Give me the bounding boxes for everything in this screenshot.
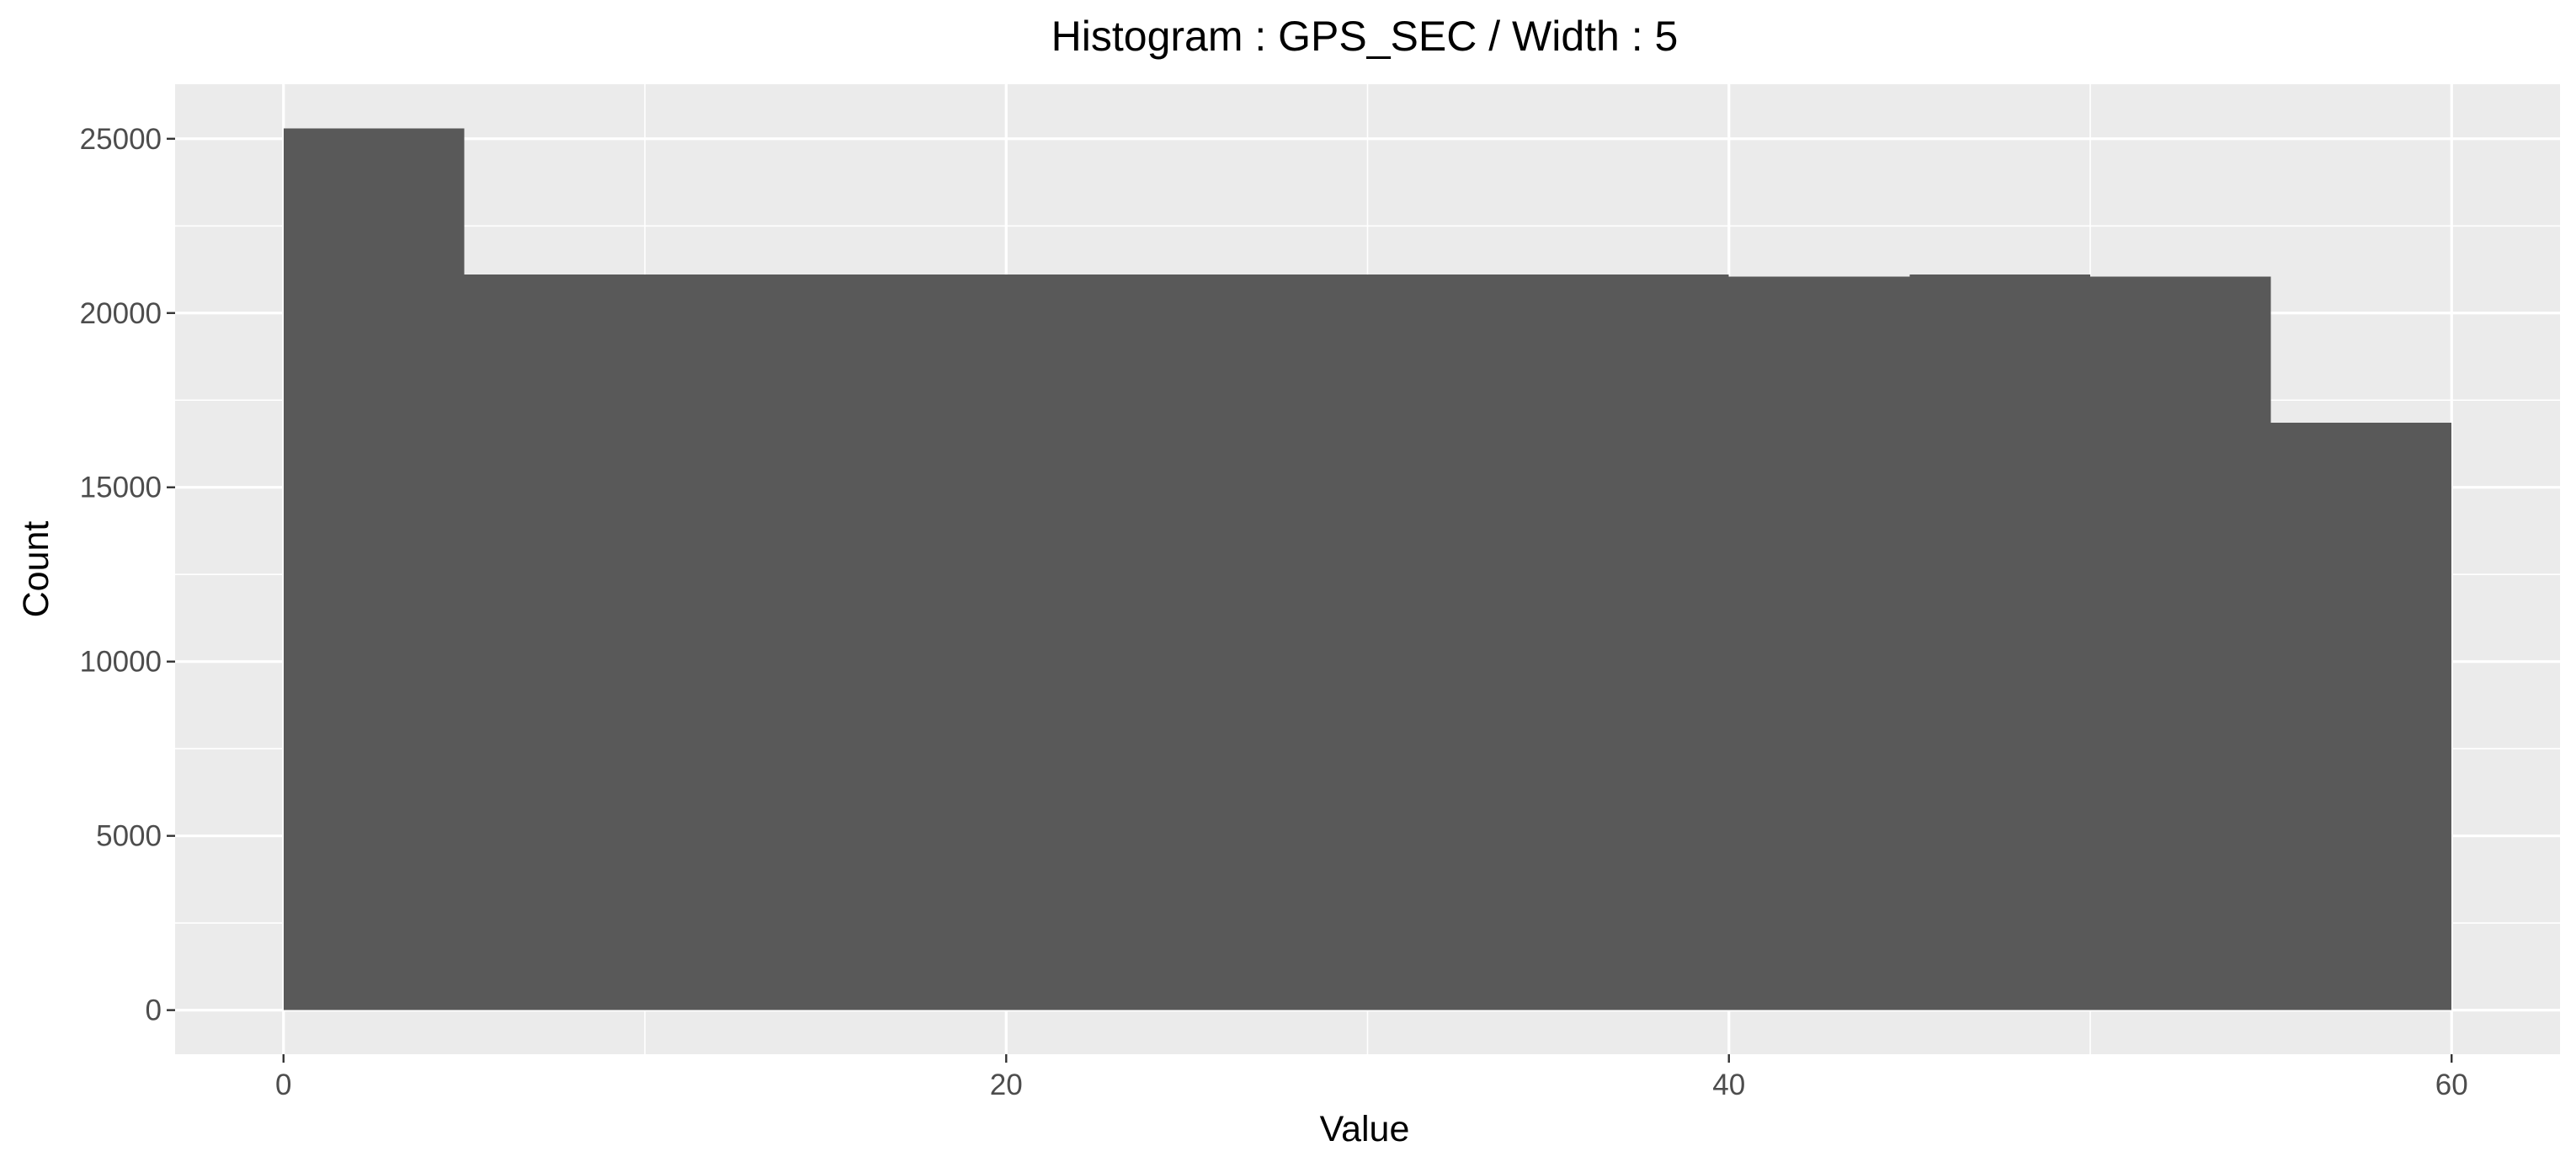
histogram-bar — [283, 128, 465, 1010]
chart-title: Histogram : GPS_SEC / Width : 5 — [1051, 13, 1679, 60]
y-tick-label: 5000 — [96, 820, 162, 853]
histogram-bar — [825, 275, 1007, 1010]
x-axis-title: Value — [1320, 1109, 1410, 1149]
y-tick-label: 20000 — [80, 297, 162, 330]
y-tick-label: 15000 — [80, 472, 162, 504]
x-tick-label: 20 — [990, 1069, 1023, 1101]
histogram-bar — [2270, 423, 2452, 1010]
histogram-bar — [1548, 275, 1729, 1010]
y-axis: 0 5000 10000 15000 20000 25000 — [80, 123, 175, 1027]
x-axis: 0 20 40 60 — [275, 1054, 2468, 1101]
x-tick-label: 60 — [2435, 1069, 2468, 1101]
histogram-bars — [283, 128, 2452, 1010]
x-tick-label: 0 — [275, 1069, 291, 1101]
histogram-bar — [1909, 275, 2090, 1010]
y-axis-title: Count — [16, 521, 56, 618]
histogram-bar — [1728, 276, 1910, 1010]
histogram-bar — [645, 275, 826, 1010]
histogram-bar — [1006, 275, 1187, 1010]
histogram-bar — [1186, 275, 1368, 1010]
histogram-bar — [1367, 275, 1549, 1010]
x-tick-label: 40 — [1712, 1069, 1745, 1101]
histogram-bar — [2089, 276, 2271, 1010]
y-tick-label: 25000 — [80, 123, 162, 156]
histogram-bar — [464, 275, 646, 1010]
y-tick-label: 0 — [146, 994, 162, 1027]
y-tick-label: 10000 — [80, 646, 162, 679]
